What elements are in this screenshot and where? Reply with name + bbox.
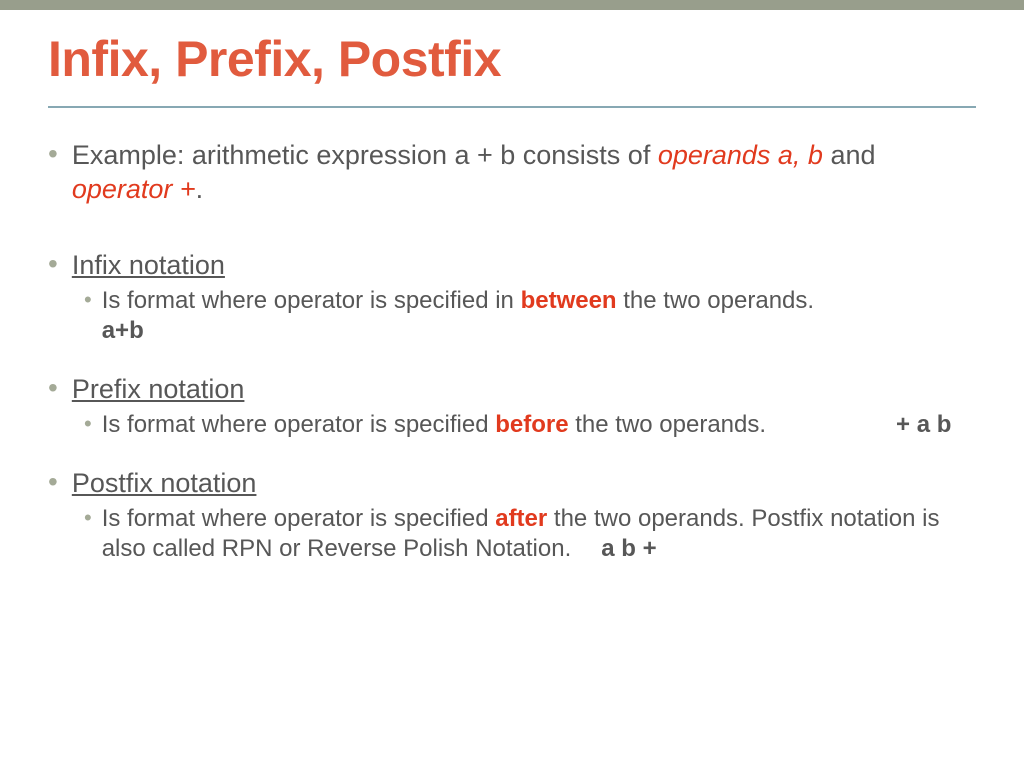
prefix-pre: Is format where operator is specified [102, 411, 496, 438]
bullet-dot-icon: • [48, 372, 58, 404]
infix-item: • Infix notation • Is format where opera… [48, 248, 976, 346]
prefix-heading: Prefix notation [72, 372, 245, 406]
infix-heading: Infix notation [72, 248, 225, 282]
slide-content: Infix, Prefix, Postfix • Example: arithm… [0, 10, 1024, 564]
example-mid: and [823, 140, 876, 170]
infix-post: the two operands. [617, 287, 814, 314]
bullet-dot-icon: • [48, 138, 58, 170]
infix-keyword: between [521, 287, 617, 314]
bullet-dot-icon: • [84, 286, 92, 314]
title-divider [48, 106, 976, 108]
bullet-dot-icon: • [84, 410, 92, 438]
postfix-pre: Is format where operator is specified [102, 505, 496, 532]
bullet-dot-icon: • [48, 466, 58, 498]
example-operator: operator + [72, 174, 196, 204]
infix-pre: Is format where operator is specified in [102, 287, 521, 314]
example-text: Example: arithmetic expression a + b con… [72, 138, 976, 206]
infix-sub: • Is format where operator is specified … [84, 286, 976, 346]
slide-title: Infix, Prefix, Postfix [48, 30, 976, 88]
prefix-post: the two operands. [569, 411, 766, 438]
postfix-heading: Postfix notation [72, 466, 257, 500]
prefix-code: + a b [896, 411, 951, 438]
example-end: . [196, 174, 204, 204]
prefix-body: Is format where operator is specified be… [102, 410, 952, 440]
bullet-dot-icon: • [48, 248, 58, 280]
prefix-sub: • Is format where operator is specified … [84, 410, 976, 440]
postfix-code: a b + [601, 535, 656, 562]
bullet-dot-icon: • [84, 504, 92, 532]
prefix-item: • Prefix notation • Is format where oper… [48, 372, 976, 440]
postfix-sub: • Is format where operator is specified … [84, 504, 976, 564]
postfix-body: Is format where operator is specified af… [102, 504, 976, 564]
example-lead: Example: arithmetic expression a + b con… [72, 140, 658, 170]
bullet-list: • Example: arithmetic expression a + b c… [48, 138, 976, 564]
infix-code: a+b [102, 317, 144, 344]
example-operands: operands a, b [658, 140, 823, 170]
postfix-keyword: after [495, 505, 547, 532]
infix-body: Is format where operator is specified in… [102, 286, 976, 346]
postfix-item: • Postfix notation • Is format where ope… [48, 466, 976, 564]
prefix-keyword: before [495, 411, 568, 438]
top-border-bar [0, 0, 1024, 10]
example-item: • Example: arithmetic expression a + b c… [48, 138, 976, 206]
